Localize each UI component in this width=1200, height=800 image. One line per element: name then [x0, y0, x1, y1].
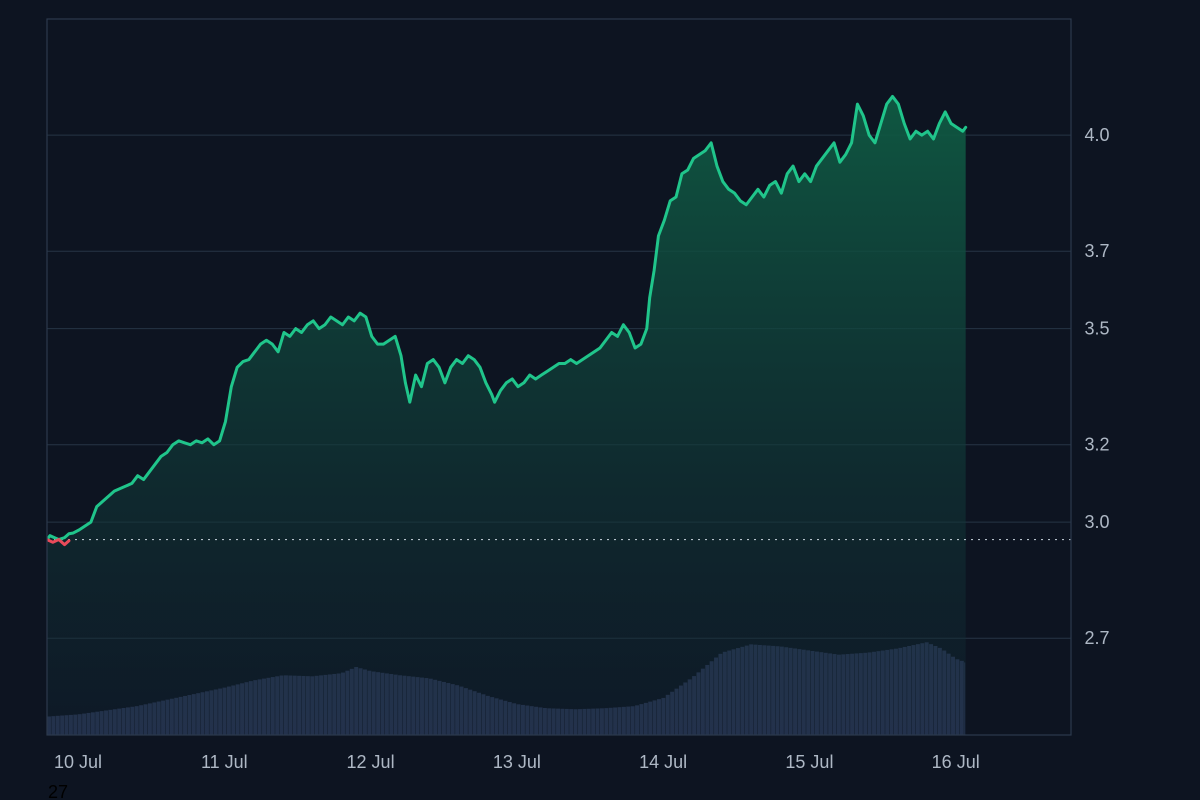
- price-area-fill: [47, 96, 966, 735]
- x-tick-label: 15 Jul: [785, 752, 833, 772]
- x-tick-label: 12 Jul: [347, 752, 395, 772]
- x-tick-label: 11 Jul: [201, 752, 248, 772]
- y-tick-label: 4.0: [1084, 125, 1109, 145]
- chart-frame: [46, 18, 1072, 736]
- stray-label-group: 27: [48, 782, 68, 800]
- x-tick-label: 14 Jul: [639, 752, 687, 772]
- x-tick-label: 16 Jul: [932, 752, 980, 772]
- price-line: [47, 94, 968, 547]
- stray-label: 27: [48, 782, 68, 800]
- y-tick-label: 3.2: [1084, 435, 1109, 455]
- plot-frame: [46, 18, 1072, 736]
- y-tick-label: 3.0: [1084, 512, 1109, 532]
- y-tick-label: 3.7: [1084, 241, 1109, 261]
- down-segment-line: [47, 538, 71, 547]
- price-series-line: [47, 94, 968, 542]
- y-tick-label: 3.5: [1084, 319, 1109, 339]
- axes: 2.7 3.0 3.2 3.5 3.7 4.0 10 Jul 11 Jul 12 Jul 13 J…: [54, 125, 1110, 772]
- x-tick-label: 13 Jul: [493, 752, 541, 772]
- x-tick-label: 10 Jul: [54, 752, 102, 772]
- price-area: [47, 96, 966, 735]
- y-tick-label: 2.7: [1084, 628, 1109, 648]
